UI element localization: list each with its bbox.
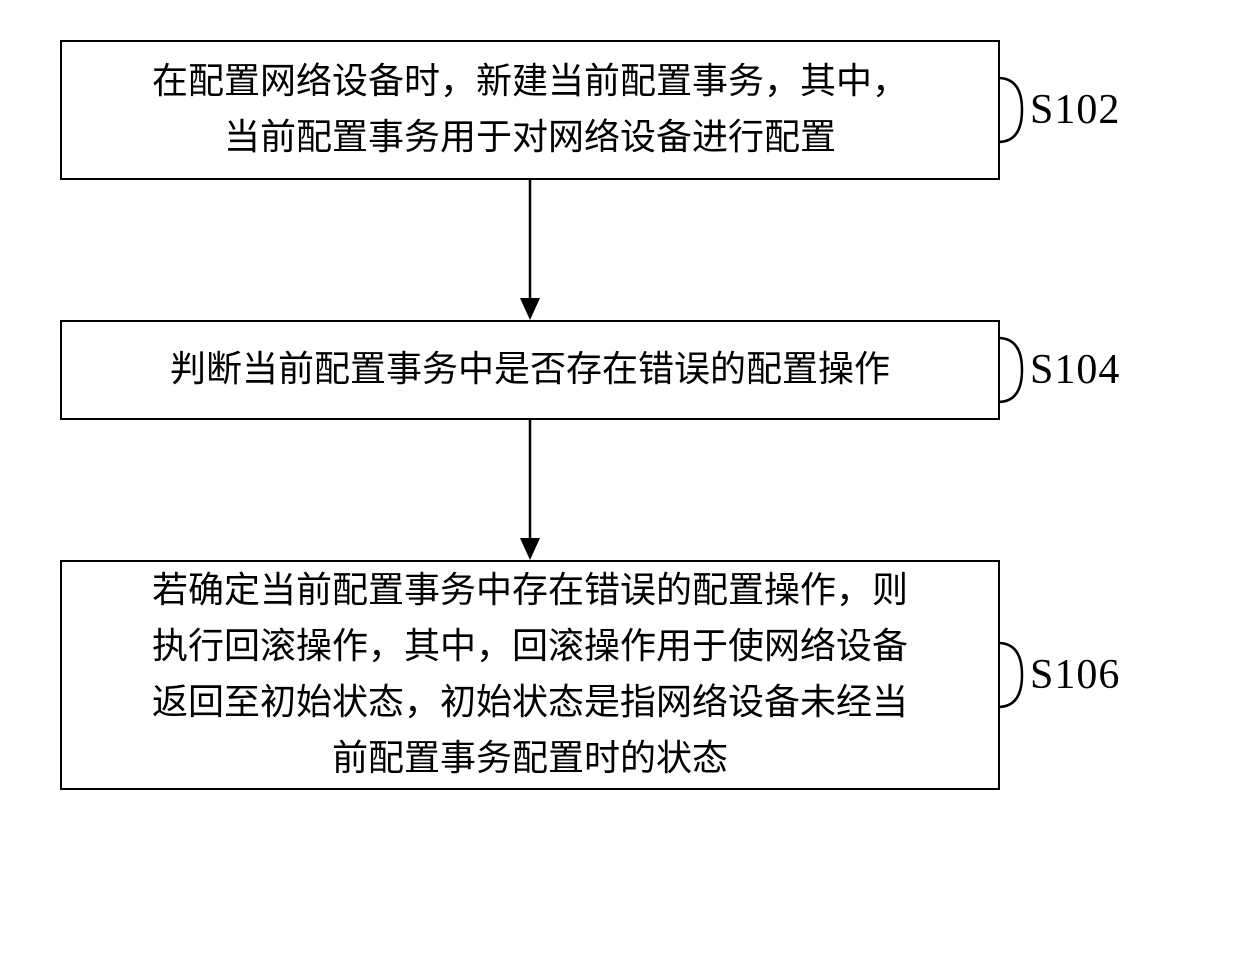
flow-node-1: 在配置网络设备时，新建当前配置事务，其中， 当前配置事务用于对网络设备进行配置 xyxy=(60,40,1000,180)
arrow-2-wrap xyxy=(60,420,1000,560)
node-3-line-4: 前配置事务配置时的状态 xyxy=(152,731,908,787)
flow-row-1: 在配置网络设备时，新建当前配置事务，其中， 当前配置事务用于对网络设备进行配置 … xyxy=(60,40,1180,180)
flow-node-2: 判断当前配置事务中是否存在错误的配置操作 xyxy=(60,320,1000,420)
node-2-label: S104 xyxy=(1030,346,1120,394)
arrow-1-wrap xyxy=(60,180,1000,320)
curve-icon xyxy=(996,635,1042,715)
node-3-label: S106 xyxy=(1030,651,1120,699)
flow-row-3: 若确定当前配置事务中存在错误的配置操作，则 执行回滚操作，其中，回滚操作用于使网… xyxy=(60,560,1180,790)
curve-icon xyxy=(996,330,1042,410)
curve-icon xyxy=(996,70,1042,150)
node-1-label: S102 xyxy=(1030,86,1120,134)
flow-row-2: 判断当前配置事务中是否存在错误的配置操作 S104 xyxy=(60,320,1180,420)
flowchart-container: 在配置网络设备时，新建当前配置事务，其中， 当前配置事务用于对网络设备进行配置 … xyxy=(60,40,1180,790)
flow-node-3: 若确定当前配置事务中存在错误的配置操作，则 执行回滚操作，其中，回滚操作用于使网… xyxy=(60,560,1000,790)
node-3-line-3: 返回至初始状态，初始状态是指网络设备未经当 xyxy=(152,675,908,731)
node-3-line-1: 若确定当前配置事务中存在错误的配置操作，则 xyxy=(152,563,908,619)
node-3-line-2: 执行回滚操作，其中，回滚操作用于使网络设备 xyxy=(152,619,908,675)
node-1-line-1: 在配置网络设备时，新建当前配置事务，其中， xyxy=(152,54,908,110)
node-1-line-2: 当前配置事务用于对网络设备进行配置 xyxy=(152,110,908,166)
node-2-line-1: 判断当前配置事务中是否存在错误的配置操作 xyxy=(170,342,890,398)
arrow-down-icon xyxy=(510,180,550,320)
arrow-down-icon xyxy=(510,420,550,560)
